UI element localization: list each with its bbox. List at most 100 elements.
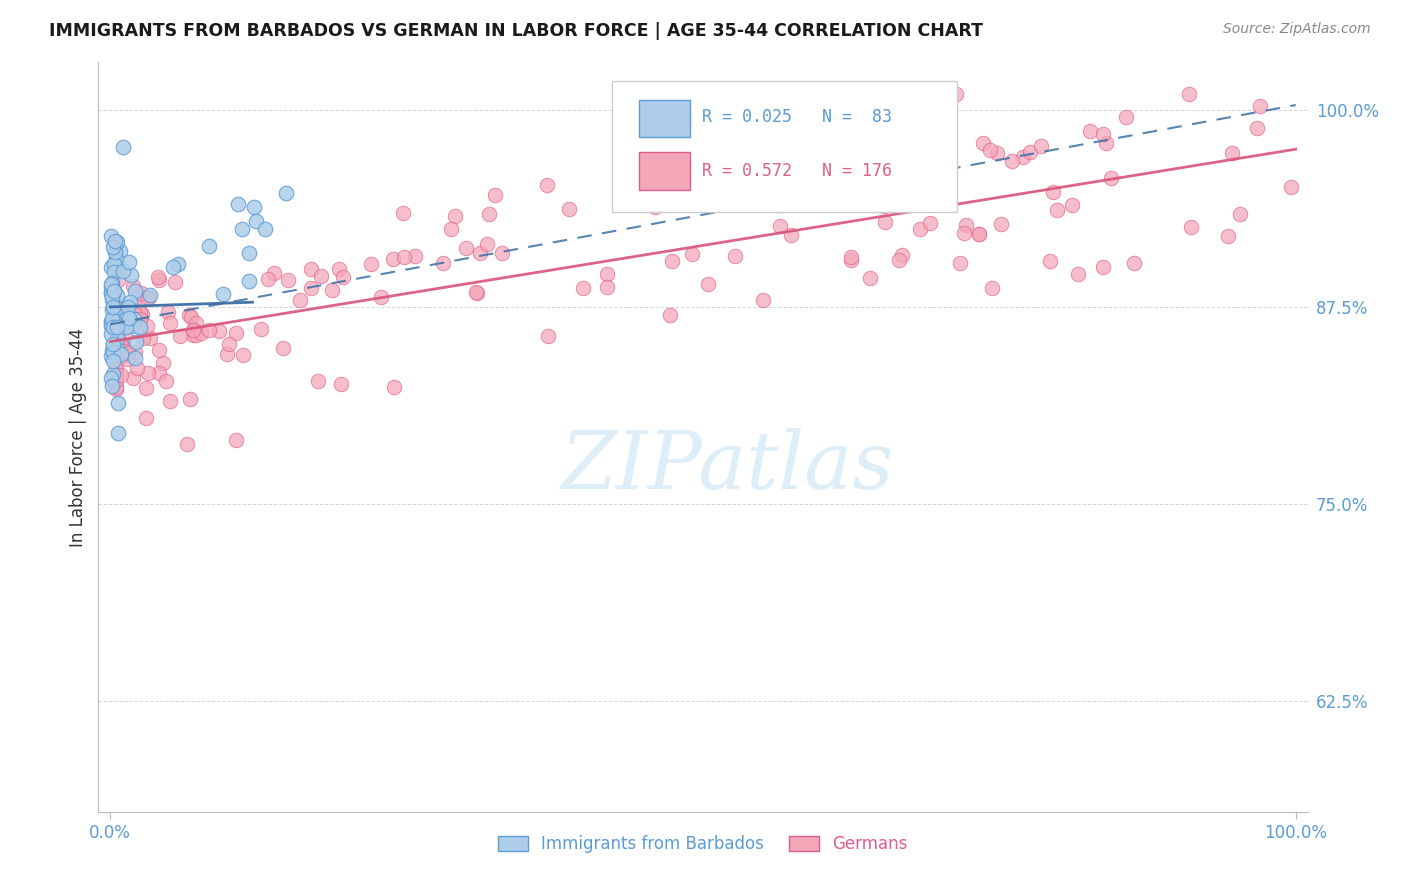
Point [111,318,134,332]
Point [263,267,285,281]
Point [105,301,128,316]
Point [226,197,249,211]
Point [839,252,862,267]
Point [111,337,134,351]
Point [155,374,177,388]
Point [910,222,932,236]
Point [118,311,141,326]
Point [955,218,977,232]
Point [360,257,382,271]
Point [179,392,201,406]
Point [936,185,959,199]
Point [105,341,128,355]
Point [218,336,240,351]
Point [245,214,267,228]
Point [100,278,122,293]
Point [1078,124,1101,138]
Point [1099,171,1122,186]
Point [105,362,128,376]
Point [104,251,127,265]
Point [949,256,972,270]
Point [166,257,188,271]
Point [100,302,122,317]
Point [148,273,170,287]
Point [759,179,782,194]
Point [104,245,127,260]
Legend: Immigrants from Barbados, Germans: Immigrants from Barbados, Germans [491,829,915,860]
Point [256,272,278,286]
Point [596,267,619,281]
Point [465,285,488,300]
Point [277,273,299,287]
Point [967,227,990,241]
Point [100,314,122,328]
Point [190,326,212,340]
Text: R = 0.025   N =  83: R = 0.025 N = 83 [702,108,891,126]
Point [697,277,720,292]
Point [100,318,122,333]
Point [890,248,912,262]
Point [105,237,128,252]
Point [138,291,160,305]
Point [136,366,159,380]
Point [920,216,942,230]
Point [1180,220,1202,235]
Point [112,313,135,327]
Point [135,411,157,425]
Point [180,310,202,325]
Point [198,239,221,253]
Point [110,307,132,321]
Point [138,290,160,304]
Point [104,234,127,248]
Point [779,228,801,243]
Point [922,191,945,205]
Point [1042,186,1064,200]
Point [859,271,882,285]
Point [212,286,235,301]
Point [115,351,138,366]
Point [217,347,239,361]
Point [197,323,219,337]
Point [661,254,683,268]
Point [121,278,143,293]
Point [1067,267,1090,281]
Point [103,354,125,368]
Point [537,328,560,343]
Point [972,136,994,150]
Point [124,351,146,365]
Bar [638,100,690,137]
Point [100,285,122,299]
Point [115,320,138,334]
Point [979,143,1001,157]
Point [990,217,1012,231]
Point [980,281,1002,295]
Point [108,244,131,259]
Point [129,319,152,334]
Point [101,290,124,304]
Text: R = 0.572   N = 176: R = 0.572 N = 176 [702,162,891,180]
Point [1001,153,1024,168]
Point [309,268,332,283]
Point [115,344,138,359]
Point [1019,145,1042,160]
Point [117,344,139,359]
Point [105,325,128,339]
Point [392,205,415,219]
Point [105,379,128,393]
Point [491,246,513,260]
Point [810,160,832,174]
Point [986,146,1008,161]
Point [115,309,138,323]
Point [131,307,153,321]
Point [100,229,122,244]
Point [478,207,501,221]
Point [432,256,454,270]
Point [169,328,191,343]
Point [321,283,343,297]
Point [186,316,208,330]
Point [181,328,204,343]
Point [332,269,354,284]
Point [681,247,703,261]
Point [100,277,122,292]
Point [104,301,127,315]
